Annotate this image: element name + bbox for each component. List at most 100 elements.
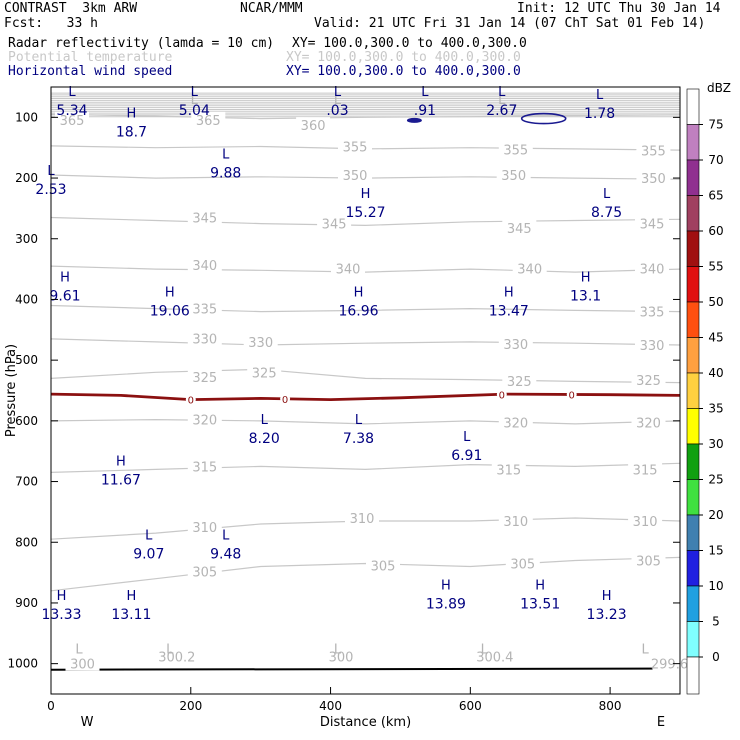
theta-contour-label: 305 [510, 558, 535, 573]
colorbar-swatch [686, 124, 700, 161]
contour-label-bg [187, 256, 222, 272]
theta-contour-label: 350 [641, 172, 666, 187]
contour-label-bg [331, 260, 365, 276]
colorbar-label: 75 [708, 118, 723, 132]
theta-contour-label: 355 [343, 141, 368, 156]
colorbar-swatch [686, 301, 700, 338]
wind-extremum-marker: H [60, 270, 70, 285]
wind-extremum-value: 5.34 [56, 103, 87, 119]
wind-extremum-value: 8.20 [249, 431, 280, 447]
contour-label-bg [477, 648, 512, 664]
contour-label-bg [512, 260, 547, 276]
contour-label-bg [635, 303, 669, 319]
colorbar-swatch [686, 408, 700, 445]
wind-extremum-value: 13.1 [570, 288, 601, 304]
theta-contour-label: 335 [640, 306, 665, 321]
field-theta: Potential temperature [8, 50, 173, 65]
field-wind-xy: XY= 100.0,300.0 to 400.0,300.0 [286, 64, 521, 79]
wind-extremum-marker: H [535, 579, 545, 594]
theta-contour-label: 320 [503, 417, 528, 432]
wind-extremum-marker: L [68, 85, 76, 100]
colorbar-label: 10 [708, 579, 723, 593]
theta-contour-label: 325 [636, 374, 661, 389]
colorbar-label: 50 [708, 295, 723, 309]
wind-extremum-marker: H [441, 579, 451, 594]
theta-contour-label: 325 [252, 366, 277, 381]
contour-label-bg [636, 170, 671, 186]
theta-contour-label: 340 [517, 263, 542, 278]
wind-extremum-marker: L [145, 528, 153, 543]
contour-label-bg [317, 215, 352, 231]
colorbar-swatch [686, 585, 700, 622]
wind-extremum-value: 18.7 [116, 125, 147, 141]
wind-extremum-marker: L [191, 85, 199, 100]
contour-label-bg [502, 219, 537, 235]
freezing-level: 0 0 0 0 [51, 389, 680, 671]
wind-extremum-value: 6.91 [451, 448, 482, 464]
x-tick-label: 0 [47, 699, 55, 713]
wind-extremum-value: 9.48 [210, 546, 241, 562]
x-tick-label: 400 [319, 699, 342, 713]
wind-extremum-value: 1.78 [584, 106, 615, 122]
wind-extremum-marker: L [261, 413, 269, 428]
y-tick-label: 700 [15, 475, 38, 489]
wind-extremum-marker: H [602, 589, 612, 604]
wind-extremum-value: .91 [414, 103, 436, 119]
field-reflectivity: Radar reflectivity (lamda = 10 cm) [8, 36, 275, 51]
theta-contour [51, 113, 680, 120]
contour-label-bg [652, 655, 687, 671]
colorbar-swatch [686, 479, 700, 516]
wind-extremum-value: 2.67 [486, 103, 517, 119]
colorbar-label: 35 [708, 402, 723, 416]
wind-extremum-marker: H [165, 286, 175, 301]
theta-contour [51, 462, 680, 473]
colorbar-label: 55 [708, 260, 723, 274]
colorbar-swatch [686, 372, 700, 409]
contour-label-bg [631, 414, 666, 430]
contour-label-bg [243, 333, 278, 349]
colorbar-swatch [686, 230, 700, 267]
colorbar-swatch [686, 337, 700, 374]
colorbar-swatch [686, 514, 700, 551]
wind-extremum-marker: H [504, 286, 514, 301]
theta-extremum-marker: L [498, 93, 506, 108]
x-tick-label: 800 [599, 699, 622, 713]
wind-extremum-value: 11.67 [101, 472, 141, 488]
theta-contour-label: 345 [322, 218, 347, 233]
theta-extremum-marker: L [191, 93, 199, 108]
theta-contour-label: 305 [192, 565, 217, 580]
wind-extremum-marker: L [596, 88, 604, 103]
theta-extremum-marker: L [334, 93, 342, 108]
theta-extremum-marker: L [166, 643, 174, 658]
freezing-label-bg [566, 390, 577, 399]
west-label: W [81, 715, 94, 730]
theta-contour-label: 300.2 [158, 650, 195, 665]
theta-contour-label: 305 [371, 559, 396, 574]
contour-label-bg [498, 513, 533, 528]
wind-extremum-value: 13.89 [426, 597, 466, 613]
contour-label-bg [491, 461, 526, 477]
colorbar-label: 30 [708, 437, 723, 451]
colorbar-label: 65 [708, 189, 723, 203]
theta-contour [51, 368, 680, 384]
y-tick-label: 500 [15, 353, 38, 367]
wind-extremum-marker: L [498, 85, 506, 100]
contour-label-bg [296, 117, 331, 133]
forecast-hour: Fcst: 33 h [4, 16, 98, 31]
theta-contour [51, 265, 680, 273]
wind-extremum-marker: H [127, 107, 137, 122]
plot-frame [50, 86, 681, 695]
theta-contour-label: 299.6 [651, 658, 688, 673]
freezing-line [51, 392, 680, 402]
theta-contour-label: 350 [343, 169, 368, 184]
wind-extremum-marker: L [603, 187, 611, 202]
theta-contour-label: 300 [70, 658, 95, 673]
colorbar-label: 20 [708, 508, 723, 522]
contour-label-bg [635, 260, 669, 276]
colorbar-swatch [686, 656, 700, 695]
theta-contour-label: 345 [192, 212, 217, 227]
colorbar-swatch [686, 159, 700, 196]
colorbar-swatch [686, 195, 700, 232]
theta-contour [51, 304, 680, 313]
